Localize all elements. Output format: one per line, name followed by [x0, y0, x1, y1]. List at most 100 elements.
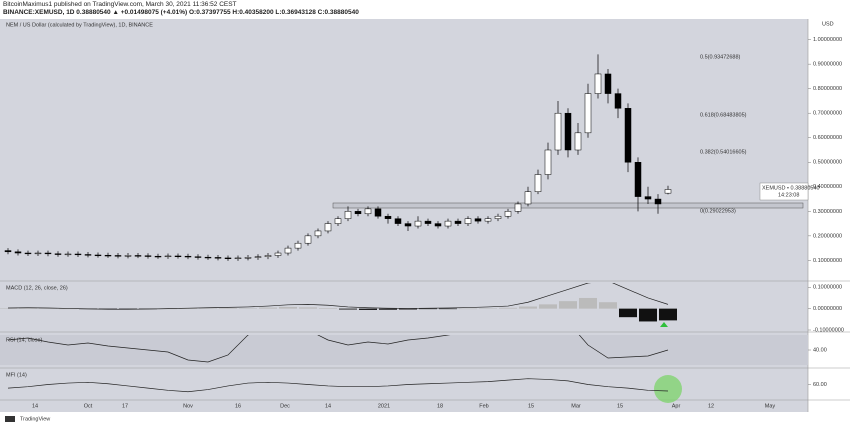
x-tick-label: May [765, 403, 776, 409]
y-tick-label: 0.00000000 [813, 306, 842, 312]
candle-body [214, 257, 222, 259]
candle-body [64, 253, 72, 256]
candle-body [24, 252, 32, 255]
candle-body [594, 73, 602, 94]
candle-body [414, 220, 422, 227]
histogram-bar [419, 308, 437, 310]
candle-body [404, 223, 412, 227]
candle-body [574, 132, 582, 151]
histogram-bar [339, 308, 357, 310]
histogram-bar [179, 308, 197, 309]
candle-body [364, 208, 372, 215]
x-tick-label: 15 [528, 403, 534, 409]
x-tick-label: Oct [84, 403, 93, 409]
panel-title: RSI (14, close) [6, 337, 43, 343]
candle-body [294, 242, 302, 249]
histogram-bar [119, 308, 137, 310]
histogram-bar [599, 302, 617, 309]
candle-body [154, 255, 162, 258]
candle-body [114, 255, 122, 257]
histogram-bar [259, 307, 277, 309]
candle-body [264, 255, 272, 257]
support-zone [332, 202, 804, 209]
logo [5, 416, 15, 422]
y-tick-label: 0.70000000 [813, 111, 842, 117]
candle-body [664, 189, 672, 194]
candle-body [354, 211, 362, 215]
histogram-bar [619, 308, 637, 318]
candle-body [514, 203, 522, 212]
histogram-bar [359, 308, 377, 310]
candle-body [654, 198, 662, 205]
candle-body [394, 218, 402, 224]
histogram-bar [439, 308, 457, 310]
candle-body [374, 208, 382, 217]
histogram-bar [319, 307, 337, 309]
candle-body [84, 254, 92, 256]
candle-body [94, 254, 102, 257]
price-axis-bg [808, 19, 850, 412]
y-tick-label: 0.40000000 [813, 184, 842, 190]
candle-body [634, 162, 642, 197]
rsi-band [0, 335, 808, 365]
x-tick-label: 15 [617, 403, 623, 409]
candle-body [164, 255, 172, 258]
chart-title: NEM / US Dollar (calculated by TradingVi… [6, 22, 153, 28]
axis-unit: USD [822, 21, 834, 27]
x-tick-label: Feb [479, 403, 488, 409]
candle-body [74, 253, 82, 256]
histogram-bar [639, 308, 657, 322]
candle-body [204, 256, 212, 259]
candle-body [554, 112, 562, 151]
candle-body [104, 254, 112, 257]
candle-body [134, 255, 142, 257]
symbol-line: BINANCE:XEMUSD, 1D 0.38880540 ▲ +0.01498… [3, 9, 359, 16]
candle-body [614, 93, 622, 109]
candle-body [284, 247, 292, 254]
candle-body [384, 215, 392, 219]
candle-body [194, 256, 202, 258]
publisher: BitcoinMaximus1 published on TradingView… [3, 1, 237, 8]
x-tick-label: Apr [672, 403, 681, 409]
candle-body [434, 223, 442, 227]
candle-body [274, 252, 282, 256]
candle-body [124, 255, 132, 257]
histogram-bar [239, 308, 257, 309]
histogram-bar [519, 306, 537, 309]
y-tick-label: 0.20000000 [813, 233, 842, 239]
candle-body [624, 108, 632, 163]
panel-title: MFI (14) [6, 372, 27, 378]
histogram-bar [659, 308, 677, 321]
x-tick-label: 16 [235, 403, 241, 409]
histogram-bar [579, 297, 597, 309]
candle-body [494, 215, 502, 219]
price-label: XEMUSD • 0.38880540 [762, 185, 820, 191]
candle-body [644, 196, 652, 200]
candle-body [454, 220, 462, 224]
candle-body [34, 252, 42, 255]
candle-body [544, 149, 552, 175]
histogram-bar [299, 307, 317, 309]
panel-title: MACD (12, 26, close, 26) [6, 285, 68, 291]
candle-body [424, 220, 432, 224]
y-tick-label: 1.00000000 [813, 37, 842, 43]
y-tick-label: 60.00 [813, 382, 827, 388]
candle-body [44, 252, 52, 255]
y-tick-label: 0.50000000 [813, 160, 842, 166]
candle-body [14, 251, 22, 254]
candle-body [304, 235, 312, 244]
x-tick-label: 2021 [378, 403, 390, 409]
fib-label: 0.382(0.54016605) [700, 149, 747, 155]
y-tick-label: -0.10000000 [813, 327, 844, 333]
candle-body [484, 218, 492, 222]
candle-body [234, 257, 242, 259]
histogram-bar [219, 307, 237, 309]
candle-body [244, 257, 252, 259]
x-tick-label: Mar [571, 403, 581, 409]
histogram-bar [499, 307, 517, 309]
histogram-bar [0, 308, 17, 309]
candle-body [504, 211, 512, 217]
x-tick-label: 18 [437, 403, 443, 409]
histogram-bar [279, 306, 297, 309]
